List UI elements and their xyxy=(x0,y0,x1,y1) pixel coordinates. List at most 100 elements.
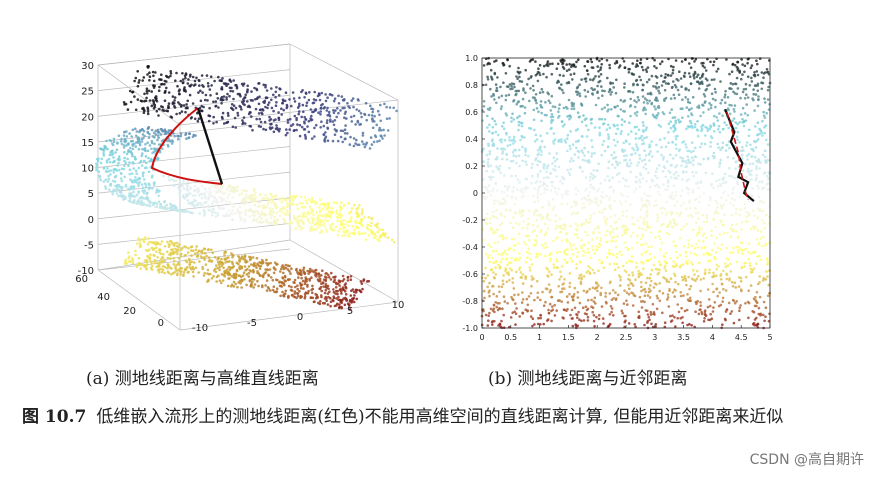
data-point xyxy=(131,172,134,175)
data-point xyxy=(643,158,647,161)
data-point xyxy=(175,269,179,272)
data-point xyxy=(300,115,303,119)
data-point xyxy=(382,128,385,132)
data-point xyxy=(348,308,352,311)
z-tick-label: -10 xyxy=(78,266,94,277)
data-point xyxy=(614,106,617,109)
data-point xyxy=(745,141,749,144)
data-point xyxy=(340,299,343,302)
data-point xyxy=(681,116,684,119)
data-point xyxy=(663,325,667,329)
data-point xyxy=(617,217,621,221)
data-point xyxy=(676,316,679,320)
data-point xyxy=(145,191,149,195)
data-point xyxy=(342,231,346,235)
data-point xyxy=(674,154,678,157)
data-point xyxy=(191,102,195,105)
data-point xyxy=(169,74,172,78)
data-point xyxy=(534,93,538,96)
data-point xyxy=(305,212,308,216)
data-point xyxy=(644,290,647,294)
data-point xyxy=(674,119,677,123)
data-point xyxy=(598,126,601,129)
data-point xyxy=(358,289,361,292)
data-point xyxy=(512,186,515,189)
data-point xyxy=(299,201,302,205)
data-point xyxy=(697,217,700,220)
data-point xyxy=(599,239,602,242)
data-point xyxy=(150,139,154,143)
data-point xyxy=(631,304,635,307)
data-point xyxy=(496,166,499,170)
data-point xyxy=(763,101,767,104)
data-point xyxy=(123,164,126,167)
data-point xyxy=(231,186,234,189)
data-point xyxy=(728,167,731,170)
data-point xyxy=(165,75,169,79)
data-point xyxy=(557,110,560,113)
data-point xyxy=(487,319,490,323)
data-point xyxy=(583,64,587,68)
data-point xyxy=(654,199,658,202)
data-point xyxy=(494,231,497,234)
data-point xyxy=(570,205,573,208)
data-point xyxy=(623,320,627,324)
data-point xyxy=(112,137,116,141)
data-point xyxy=(751,209,755,212)
data-point xyxy=(144,185,148,189)
data-point xyxy=(143,265,146,269)
data-point xyxy=(766,98,770,101)
data-point xyxy=(271,288,275,292)
data-point xyxy=(147,237,150,240)
data-point xyxy=(555,266,559,269)
data-point xyxy=(603,178,607,182)
data-point xyxy=(159,127,163,131)
data-point xyxy=(133,178,136,182)
data-point xyxy=(314,123,318,127)
data-point xyxy=(632,294,636,297)
data-point xyxy=(668,232,671,236)
data-point xyxy=(558,103,561,106)
data-point xyxy=(264,197,267,200)
data-point xyxy=(745,211,748,214)
data-point xyxy=(703,232,706,235)
data-point xyxy=(311,291,314,295)
data-point xyxy=(747,134,751,138)
axis-edge xyxy=(97,64,181,126)
data-point xyxy=(592,300,596,303)
data-point xyxy=(252,262,256,266)
data-point xyxy=(669,314,672,318)
data-point xyxy=(123,175,126,179)
data-point xyxy=(686,98,690,101)
data-point xyxy=(104,170,108,173)
data-point xyxy=(146,108,150,111)
data-point xyxy=(590,121,593,125)
data-point xyxy=(95,162,98,165)
data-point xyxy=(147,136,151,139)
data-point xyxy=(648,194,652,198)
data-point xyxy=(621,194,625,197)
data-point xyxy=(597,269,600,272)
data-point xyxy=(750,76,753,80)
data-point xyxy=(314,98,318,102)
data-point xyxy=(173,102,176,105)
data-point xyxy=(261,112,264,116)
data-point xyxy=(713,301,717,304)
data-point xyxy=(265,89,269,92)
data-point xyxy=(180,110,184,113)
data-point xyxy=(689,121,693,125)
data-point xyxy=(181,246,184,250)
data-point xyxy=(627,71,631,74)
data-point xyxy=(730,310,734,313)
data-point xyxy=(375,123,379,127)
data-point xyxy=(181,184,184,188)
data-point xyxy=(270,87,273,90)
data-point xyxy=(517,293,520,296)
data-point xyxy=(332,109,335,112)
data-point xyxy=(214,270,218,274)
data-point xyxy=(256,221,260,224)
data-point xyxy=(371,230,375,234)
data-point xyxy=(740,157,744,160)
data-point xyxy=(136,136,140,139)
